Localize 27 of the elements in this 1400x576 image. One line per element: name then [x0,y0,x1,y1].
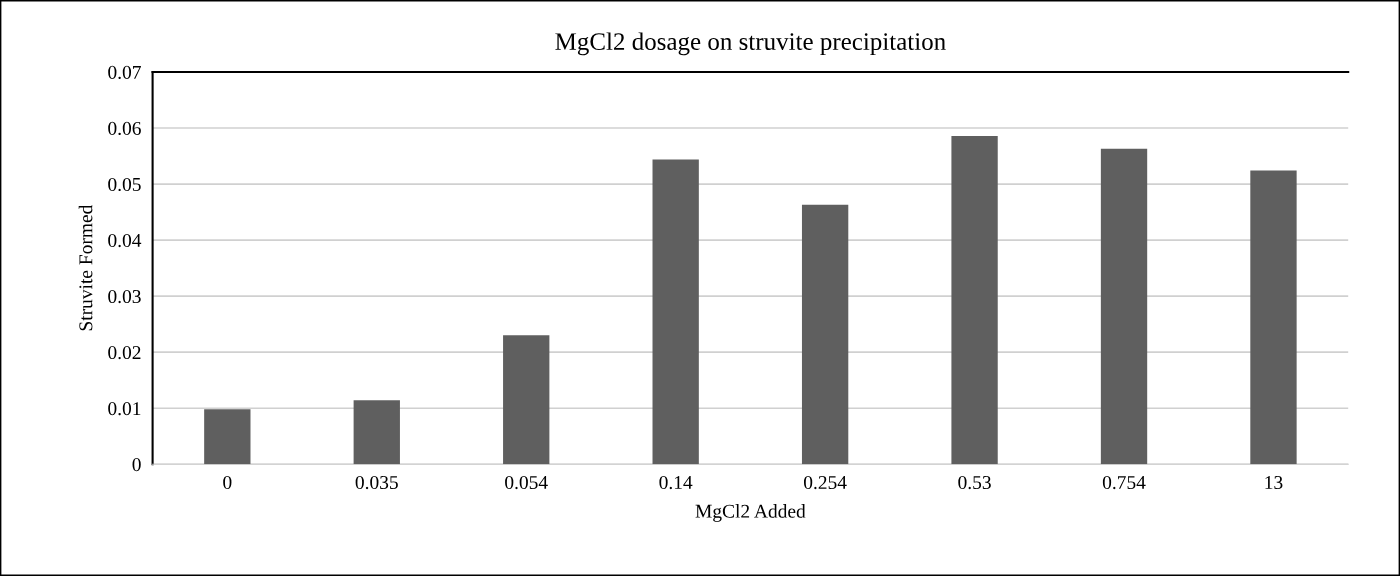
bar [951,135,998,465]
x-axis-title: MgCl2 Added [695,504,806,522]
y-tick-label: 0 [132,458,141,472]
x-tick-label: 0 [223,475,232,490]
bar [801,204,849,465]
x-tick-label: 0.035 [355,475,398,490]
bar [652,159,699,465]
y-tick-label: 0.02 [108,346,141,360]
x-tick-label: 0.53 [958,475,991,490]
bar [1100,148,1148,465]
y-tick-label: 0.05 [108,177,141,192]
bar [353,400,400,465]
x-tick-label: 0.754 [1102,475,1146,490]
y-tick-label: 0.04 [108,233,142,248]
bar [1250,170,1297,465]
y-tick-label: 0.07 [108,65,141,80]
x-tick-label: 0.254 [803,475,847,490]
bar [204,409,251,465]
y-axis-title: Struvite Formed [78,204,93,331]
y-tick-label: 0.01 [108,402,141,416]
bar [503,335,550,465]
x-tick-label: 0.14 [659,475,693,490]
x-tick-label: 0.054 [505,475,548,490]
y-tick-label: 0.03 [108,289,141,304]
y-tick-label: 0.06 [108,121,141,136]
x-tick-label: 13 [1265,475,1283,490]
chart-title: MgCl2 dosage on struvite precipitation [555,32,946,56]
